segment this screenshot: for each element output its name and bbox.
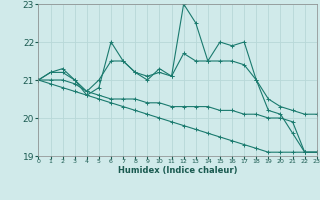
X-axis label: Humidex (Indice chaleur): Humidex (Indice chaleur) [118,166,237,175]
